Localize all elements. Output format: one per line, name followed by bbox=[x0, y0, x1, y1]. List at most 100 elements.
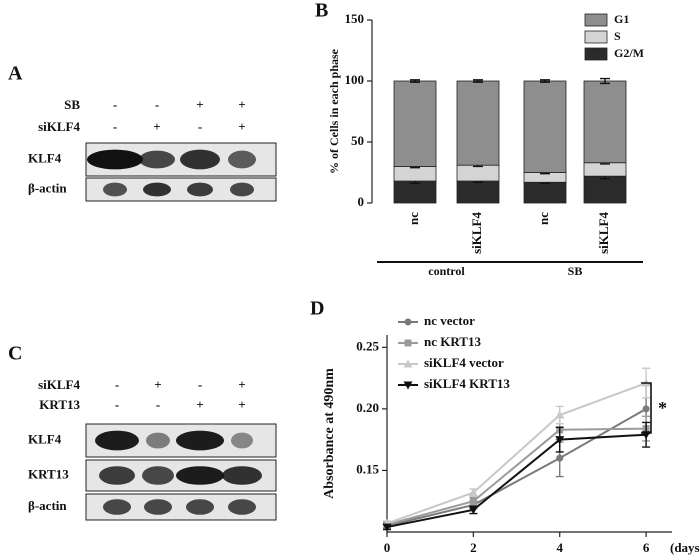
bar-segment bbox=[456, 80, 500, 166]
blot-band bbox=[222, 466, 262, 485]
marker bbox=[468, 488, 478, 497]
band-label: KRT13 bbox=[28, 466, 69, 481]
legend-swatch bbox=[584, 13, 608, 27]
x-tick-label: 6 bbox=[643, 540, 650, 555]
legend-marker bbox=[404, 339, 412, 347]
blot-band bbox=[187, 182, 213, 197]
bar-segment bbox=[523, 181, 567, 204]
series-line bbox=[386, 408, 647, 527]
blot-band bbox=[231, 432, 253, 449]
condition-sign: + bbox=[238, 119, 245, 134]
series-line bbox=[386, 433, 647, 529]
legend-marker bbox=[403, 359, 413, 368]
x-tick-label: siKLF4 bbox=[469, 212, 484, 254]
legend-swatch bbox=[584, 47, 608, 61]
legend-label: nc KRT13 bbox=[424, 334, 481, 349]
condition-sign: + bbox=[238, 397, 245, 412]
significance-bracket bbox=[641, 382, 652, 434]
legend-label: S bbox=[614, 29, 621, 43]
marker bbox=[555, 436, 565, 445]
marker bbox=[555, 410, 565, 419]
bar-segment bbox=[393, 80, 437, 167]
group-label: SB bbox=[568, 264, 583, 278]
legend-label: G2/M bbox=[614, 46, 644, 60]
bar-segment bbox=[523, 80, 567, 173]
band-label: β-actin bbox=[28, 180, 67, 195]
bar-segment bbox=[583, 162, 627, 177]
blot-band bbox=[176, 466, 224, 485]
y-tick-label: 0.25 bbox=[356, 338, 379, 353]
condition-label: siKLF4 bbox=[38, 119, 80, 134]
blot-band bbox=[176, 430, 224, 451]
panel-letter: C bbox=[8, 343, 22, 365]
legend-swatch bbox=[584, 30, 608, 44]
panel-letter: B bbox=[315, 0, 328, 22]
condition-sign: + bbox=[196, 397, 203, 412]
error-bar bbox=[410, 79, 420, 83]
condition-sign: - bbox=[198, 377, 202, 392]
x-tick-label: 4 bbox=[556, 540, 563, 555]
condition-sign: + bbox=[238, 377, 245, 392]
condition-sign: - bbox=[156, 397, 160, 412]
bar-segment bbox=[583, 175, 627, 204]
condition-label: siKLF4 bbox=[38, 377, 80, 392]
x-tick-label: nc bbox=[536, 212, 551, 225]
blot-band bbox=[99, 466, 135, 485]
condition-sign: - bbox=[155, 97, 159, 112]
band-label: KLF4 bbox=[28, 431, 62, 446]
x-tick-label: siKLF4 bbox=[596, 212, 611, 254]
condition-label: KRT13 bbox=[39, 397, 80, 412]
legend-label: nc vector bbox=[424, 313, 475, 328]
blot-band bbox=[139, 150, 175, 169]
y-tick-label: 0.20 bbox=[356, 400, 379, 415]
blot-band bbox=[144, 499, 172, 515]
blot-band bbox=[186, 499, 214, 515]
bar-segment bbox=[393, 165, 437, 182]
blot-band bbox=[230, 182, 254, 197]
blot-band bbox=[87, 149, 143, 170]
marker bbox=[382, 523, 392, 532]
marker bbox=[556, 454, 564, 462]
legend-label: G1 bbox=[614, 12, 629, 26]
y-axis-label: Absorbance at 490nm bbox=[322, 368, 337, 499]
blot-band bbox=[103, 499, 131, 515]
x-tick-label: nc bbox=[406, 212, 421, 225]
x-axis-label: (days) bbox=[670, 540, 700, 555]
group-label: control bbox=[428, 264, 465, 278]
blot-band bbox=[143, 182, 171, 197]
marker bbox=[642, 405, 650, 413]
condition-sign: + bbox=[153, 119, 160, 134]
marker bbox=[469, 497, 477, 505]
condition-sign: - bbox=[113, 119, 117, 134]
condition-sign: - bbox=[198, 119, 202, 134]
y-tick-label: 100 bbox=[345, 72, 365, 87]
blot-band bbox=[146, 432, 170, 449]
band-label: KLF4 bbox=[28, 150, 62, 165]
blot-band bbox=[180, 149, 220, 170]
condition-label: SB bbox=[64, 97, 80, 112]
error-bar bbox=[600, 77, 610, 85]
marker bbox=[468, 506, 478, 515]
error-bar bbox=[473, 79, 483, 83]
y-tick-label: 0.15 bbox=[356, 461, 379, 476]
condition-sign: - bbox=[115, 397, 119, 412]
blot-band bbox=[228, 150, 256, 169]
condition-sign: + bbox=[196, 97, 203, 112]
legend-marker bbox=[403, 381, 413, 390]
condition-sign: - bbox=[115, 377, 119, 392]
blot-band bbox=[95, 430, 139, 451]
condition-sign: - bbox=[113, 97, 117, 112]
error-bar bbox=[540, 79, 550, 83]
blot-band bbox=[228, 499, 256, 515]
y-axis-label: % of Cells in each phase bbox=[327, 48, 341, 174]
blot-band bbox=[103, 182, 127, 197]
band-label: β-actin bbox=[28, 498, 67, 513]
panel-letter: D bbox=[310, 298, 324, 320]
legend-label: siKLF4 KRT13 bbox=[424, 376, 510, 391]
x-tick-label: 0 bbox=[384, 540, 391, 555]
y-tick-label: 50 bbox=[351, 133, 364, 148]
legend-marker bbox=[404, 318, 412, 326]
legend-label: siKLF4 vector bbox=[424, 355, 504, 370]
x-tick-label: 2 bbox=[470, 540, 477, 555]
